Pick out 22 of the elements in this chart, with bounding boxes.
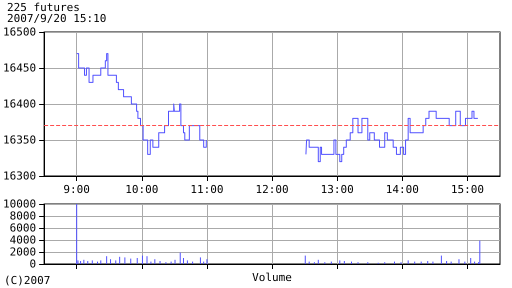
x-tick-label: 10:00 [125, 183, 158, 196]
y-tick-label: 16350 [2, 134, 36, 146]
x-axis-title: Volume [252, 271, 292, 284]
chart-subtitle: 2007/9/20 15:10 [7, 12, 106, 25]
y-tick-label: 16500 [2, 26, 36, 38]
x-tick-label: 14:00 [386, 183, 419, 196]
y-tick-label: 10000 [2, 198, 36, 210]
x-tick-label: 12:00 [255, 183, 289, 196]
y-tick-label: 4000 [10, 234, 36, 246]
y-tick-label: 6000 [10, 222, 36, 234]
y-tick-label: 8000 [10, 210, 36, 222]
y-tick-label: 16400 [2, 98, 36, 110]
y-tick-label: 0 [29, 258, 36, 270]
x-tick-label: 11:00 [190, 183, 224, 196]
x-tick-label: 13:00 [320, 183, 354, 196]
x-tick-label: 15:00 [450, 183, 484, 196]
y-tick-label: 16450 [2, 62, 36, 74]
x-tick-label: 9:00 [63, 183, 90, 196]
text: (C)2007 [4, 274, 50, 287]
y-tick-label: 2000 [10, 246, 36, 258]
chart-title: 225 futures [7, 1, 80, 14]
y-tick-label: 16300 [2, 170, 36, 182]
